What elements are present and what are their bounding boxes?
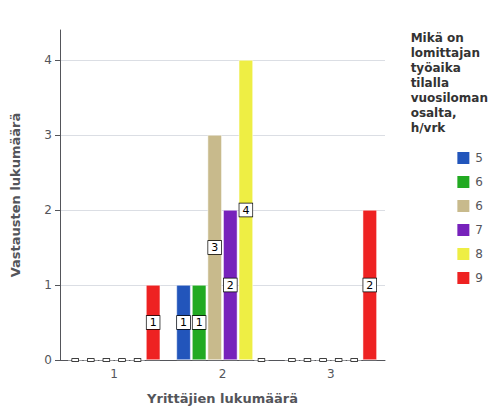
svg-text:6: 6 bbox=[475, 199, 483, 213]
svg-text:1: 1 bbox=[196, 316, 203, 329]
svg-text:3: 3 bbox=[211, 241, 218, 254]
svg-text:h/vrk: h/vrk bbox=[411, 121, 447, 135]
svg-text:9: 9 bbox=[475, 271, 483, 285]
svg-text:tilalla: tilalla bbox=[411, 76, 449, 90]
svg-text:työaika: työaika bbox=[411, 61, 461, 75]
svg-text:osalta,: osalta, bbox=[411, 106, 457, 120]
svg-text:Yrittäjien lukumäärä: Yrittäjien lukumäärä bbox=[146, 391, 298, 406]
svg-text:4: 4 bbox=[242, 204, 249, 217]
svg-text:vuosiloman: vuosiloman bbox=[411, 91, 488, 105]
svg-text:2: 2 bbox=[227, 279, 234, 292]
svg-text:lomittajan: lomittajan bbox=[411, 46, 480, 60]
svg-text:1: 1 bbox=[180, 316, 187, 329]
svg-text:4: 4 bbox=[44, 53, 52, 67]
svg-text:6: 6 bbox=[475, 175, 483, 189]
svg-text:2: 2 bbox=[44, 203, 52, 217]
svg-text:2: 2 bbox=[219, 367, 227, 381]
svg-text:1: 1 bbox=[44, 278, 52, 292]
svg-text:1: 1 bbox=[110, 367, 118, 381]
svg-text:1: 1 bbox=[150, 316, 157, 329]
svg-text:7: 7 bbox=[475, 223, 483, 237]
svg-text:Vastausten lukumäärä: Vastausten lukumäärä bbox=[8, 113, 23, 278]
svg-text:Mikä on: Mikä on bbox=[411, 31, 464, 45]
svg-text:5: 5 bbox=[475, 151, 483, 165]
svg-text:0: 0 bbox=[44, 353, 52, 367]
svg-text:3: 3 bbox=[327, 367, 335, 381]
svg-text:2: 2 bbox=[366, 279, 373, 292]
svg-text:8: 8 bbox=[475, 247, 483, 261]
svg-text:3: 3 bbox=[44, 128, 52, 142]
